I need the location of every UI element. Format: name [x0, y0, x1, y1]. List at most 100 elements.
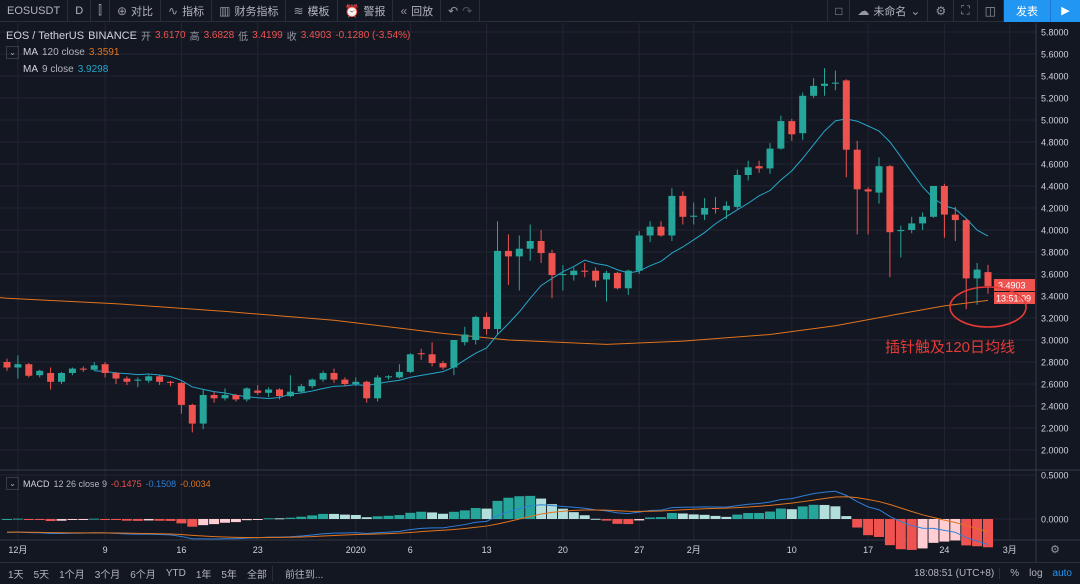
range-6m[interactable]: 6个月	[130, 570, 156, 581]
indicators-button[interactable]: ∿ 指标	[161, 0, 213, 22]
ma9-line	[94, 118, 989, 400]
financials-button[interactable]: ▥ 财务指标	[212, 0, 287, 22]
macd-histogram-bar	[721, 516, 732, 519]
macd-histogram-bar	[187, 519, 198, 527]
range-5d[interactable]: 5天	[33, 570, 50, 581]
symbol-search[interactable]: EOSUSDT	[0, 0, 69, 22]
countdown-label: 13:51:09	[996, 294, 1031, 304]
candle-body	[472, 316, 480, 340]
macd-histogram-bar	[863, 519, 874, 536]
candle-body	[515, 248, 523, 257]
macd-histogram-bar	[2, 519, 12, 520]
range-1m[interactable]: 1个月	[59, 570, 85, 581]
candle-body	[221, 395, 229, 399]
templates-button[interactable]: ≋ 模板	[286, 0, 338, 22]
candle-body	[570, 270, 578, 276]
candle-body	[79, 368, 87, 370]
fullscreen-icon: ⛶	[961, 3, 970, 17]
candle-body	[821, 83, 828, 86]
candle	[657, 221, 665, 237]
macd-histogram-bar	[132, 519, 143, 521]
candle-body	[712, 208, 719, 210]
financials-label: 财务指标	[234, 5, 279, 18]
candle-body	[330, 373, 338, 380]
low-value: 3.4199	[252, 30, 283, 41]
percent-toggle[interactable]: %	[999, 568, 1024, 579]
bar-chart-icon: ▥	[219, 3, 231, 18]
candle-body	[483, 316, 491, 329]
range-all[interactable]: 全部	[246, 570, 267, 581]
cloud-icon: ☁	[857, 3, 870, 18]
chart-type-button[interactable]: ⫿	[91, 0, 110, 22]
collapse-chevron-icon[interactable]: ⌄	[6, 46, 19, 59]
candle	[363, 380, 371, 403]
macd-params: 12 26 close 9	[53, 478, 108, 489]
macd-histogram-bar	[318, 513, 329, 519]
time-tick-label: 2月	[687, 545, 701, 555]
range-3m[interactable]: 3个月	[94, 570, 121, 581]
collapse-chevron-icon[interactable]: ⌄	[6, 477, 19, 490]
indicator-icon: ∿	[168, 3, 179, 18]
candle	[341, 377, 349, 387]
compare-button[interactable]: ⊕ 对比	[110, 0, 162, 22]
range-5y[interactable]: 5年	[221, 570, 237, 581]
price-tick-label: 2.0000	[1041, 446, 1069, 456]
candle-body	[603, 272, 610, 280]
macd-histogram-bar	[677, 513, 688, 519]
candle-body	[744, 167, 752, 175]
candle-body	[766, 148, 774, 169]
candle-body	[592, 270, 600, 281]
interval-button[interactable]: D	[68, 0, 92, 22]
time-tick-label: 10	[787, 545, 797, 555]
log-toggle[interactable]: log	[1029, 568, 1043, 579]
candle-body	[406, 354, 414, 372]
redo-icon[interactable]: ↷	[462, 3, 473, 18]
candle	[286, 375, 294, 398]
snapshot-button[interactable]: ◫	[978, 0, 1004, 22]
candle-body	[548, 253, 556, 276]
macd-histogram-bar	[56, 519, 67, 521]
range-1d[interactable]: 1天	[8, 570, 24, 581]
time-tick-label: 20	[558, 545, 568, 555]
fullscreen-button[interactable]: ⛶	[954, 0, 978, 22]
candle	[14, 355, 22, 379]
candle-body	[886, 166, 894, 233]
replay-button[interactable]: «回放	[393, 0, 442, 22]
range-ytd[interactable]: YTD	[165, 568, 186, 579]
candle	[112, 371, 120, 384]
candle	[58, 371, 65, 384]
pair-name: EOS / TetherUS	[6, 29, 85, 42]
candle	[472, 315, 480, 345]
gear-icon: ⚙	[935, 3, 947, 18]
macd-histogram-bar	[339, 514, 350, 519]
macd-histogram-bar	[525, 495, 536, 519]
ma120-params: 120 close	[42, 47, 85, 58]
candle-body	[690, 215, 698, 217]
publish-button[interactable]: 发表	[1004, 0, 1050, 22]
goto-date-button[interactable]: 前往到...	[271, 566, 328, 581]
candle-body	[145, 376, 153, 381]
candle-body	[984, 272, 992, 287]
candle	[733, 169, 741, 210]
save-layout-button[interactable]: ☁ 未命名 ⌄	[850, 0, 929, 22]
candle-body	[14, 364, 22, 368]
candle-body	[199, 395, 207, 424]
range-1y[interactable]: 1年	[195, 570, 212, 581]
macd-histogram-bar	[45, 519, 56, 522]
play-button[interactable]: ▶	[1050, 0, 1080, 22]
alert-button[interactable]: ⏰ 警报	[338, 0, 394, 22]
candle-body	[36, 370, 44, 376]
macd-histogram-bar	[198, 519, 209, 526]
candle-body	[385, 376, 392, 378]
macd-histogram-bar	[808, 504, 819, 519]
settings-button[interactable]: ⚙	[928, 0, 955, 22]
undo-icon[interactable]: ↶	[448, 3, 459, 18]
ma9-params: 9 close	[42, 64, 74, 75]
layout-button[interactable]: □	[827, 0, 851, 22]
auto-toggle[interactable]: auto	[1052, 568, 1072, 579]
candle	[494, 221, 501, 335]
bottom-bar: 1天 5天 1个月 3个月 6个月 YTD 1年 5年 全部 前往到... 18…	[0, 562, 1080, 584]
candle	[254, 385, 262, 395]
alarm-icon: ⏰	[344, 3, 360, 18]
